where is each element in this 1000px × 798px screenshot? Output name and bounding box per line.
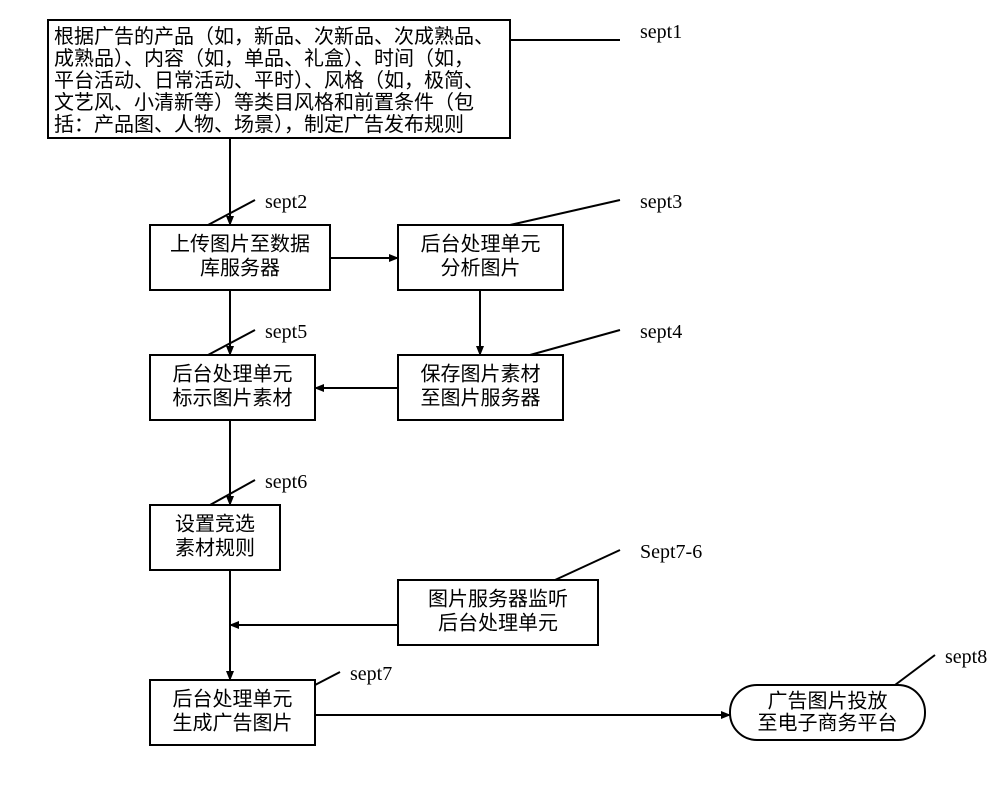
node-sept4-line-1: 至图片服务器 xyxy=(421,387,541,410)
label-sept8: sept8 xyxy=(945,646,987,668)
leader-sept7 xyxy=(315,672,340,685)
node-sept1-line-1: 成熟品）、内容（如，单品、礼盒）、时间（如， xyxy=(54,47,474,70)
node-sept5-line-1: 标示图片素材 xyxy=(173,387,293,410)
node-sept8-line-1: 至电子商务平台 xyxy=(758,712,898,735)
node-sept2-line-0: 上传图片至数据 xyxy=(170,233,310,256)
node-sept2-line-1: 库服务器 xyxy=(200,257,280,280)
node-sept2: 上传图片至数据库服务器 xyxy=(150,225,330,290)
label-sept1: sept1 xyxy=(640,21,682,43)
node-sept7_6-line-1: 后台处理单元 xyxy=(438,612,558,635)
node-sept1-line-3: 文艺风、小清新等）等类目风格和前置条件（包 xyxy=(54,91,474,114)
node-sept1-line-0: 根据广告的产品（如，新品、次新品、次成熟品、 xyxy=(54,25,494,48)
node-sept1-line-2: 平台活动、日常活动、平时）、风格（如，极简、 xyxy=(54,69,484,92)
label-sept3: sept3 xyxy=(640,191,682,213)
node-sept1-line-4: 括：产品图、人物、场景），制定广告发布规则 xyxy=(54,113,464,136)
node-sept3-line-1: 分析图片 xyxy=(441,257,521,280)
label-sept4: sept4 xyxy=(640,321,682,343)
nodes-layer: 根据广告的产品（如，新品、次新品、次成熟品、成熟品）、内容（如，单品、礼盒）、时… xyxy=(48,20,925,745)
leader-sept5 xyxy=(208,330,255,355)
label-sept2: sept2 xyxy=(265,191,307,213)
node-sept4-line-0: 保存图片素材 xyxy=(421,363,541,386)
flowchart-diagram: 根据广告的产品（如，新品、次新品、次成熟品、成熟品）、内容（如，单品、礼盒）、时… xyxy=(0,0,1000,798)
node-sept8: 广告图片投放至电子商务平台 xyxy=(730,685,925,740)
node-sept5-line-0: 后台处理单元 xyxy=(173,363,293,386)
node-sept4: 保存图片素材至图片服务器 xyxy=(398,355,563,420)
node-sept3: 后台处理单元分析图片 xyxy=(398,225,563,290)
leader-sept2 xyxy=(208,200,255,225)
label-sept5: sept5 xyxy=(265,321,307,343)
node-sept1: 根据广告的产品（如，新品、次新品、次成熟品、成熟品）、内容（如，单品、礼盒）、时… xyxy=(48,20,510,138)
label-sept6: sept6 xyxy=(265,471,307,493)
node-sept7-line-0: 后台处理单元 xyxy=(173,688,293,711)
node-sept6-line-0: 设置竞选 xyxy=(175,513,255,536)
leader-sept8 xyxy=(895,655,935,685)
node-sept7_6: 图片服务器监听后台处理单元 xyxy=(398,580,598,645)
node-sept3-line-0: 后台处理单元 xyxy=(421,233,541,256)
node-sept7-line-1: 生成广告图片 xyxy=(173,712,293,735)
node-sept7_6-line-0: 图片服务器监听 xyxy=(428,588,568,611)
leader-sept6 xyxy=(210,480,255,505)
label-sept7_6: Sept7-6 xyxy=(640,541,702,563)
leader-sept4 xyxy=(530,330,620,355)
node-sept5: 后台处理单元标示图片素材 xyxy=(150,355,315,420)
node-sept8-line-0: 广告图片投放 xyxy=(768,690,888,713)
label-sept7: sept7 xyxy=(350,663,392,685)
leader-sept3 xyxy=(510,200,620,225)
leader-sept7_6 xyxy=(555,550,620,580)
node-sept6-line-1: 素材规则 xyxy=(175,537,255,560)
node-sept7: 后台处理单元生成广告图片 xyxy=(150,680,315,745)
node-sept6: 设置竞选素材规则 xyxy=(150,505,280,570)
